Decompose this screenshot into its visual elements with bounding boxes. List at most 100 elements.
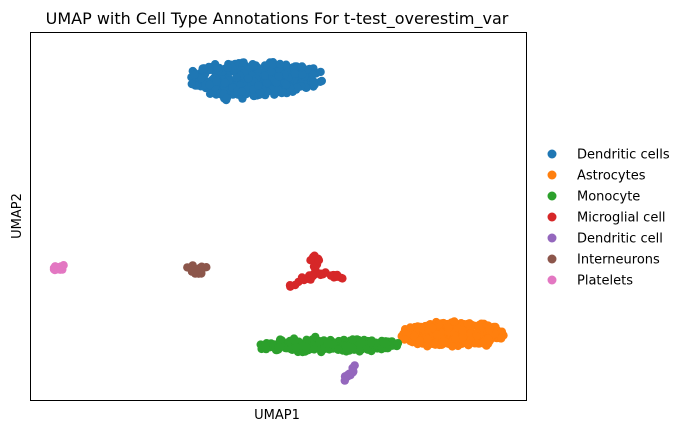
data-point	[310, 345, 319, 354]
data-point	[249, 62, 258, 71]
plot-frame	[30, 32, 527, 401]
data-point	[463, 339, 473, 349]
legend-marker	[547, 212, 557, 222]
data-point	[285, 281, 295, 290]
data-point	[308, 70, 318, 79]
legend-label: Platelets	[577, 274, 633, 289]
data-point	[393, 339, 403, 348]
legend-label: Monocyte	[577, 190, 640, 205]
data-point	[262, 79, 271, 88]
plot-area	[30, 32, 527, 401]
data-point	[195, 266, 205, 275]
legend-label: Dendritic cells	[577, 148, 670, 163]
data-point	[298, 70, 307, 79]
data-point	[415, 336, 424, 346]
data-point	[423, 334, 432, 344]
data-point	[205, 89, 215, 99]
points-layer	[49, 58, 508, 385]
data-point	[197, 74, 206, 83]
data-point	[270, 90, 279, 99]
legend-label: Astrocytes	[577, 169, 646, 184]
data-point	[306, 256, 315, 265]
data-point	[275, 336, 285, 345]
data-point	[190, 70, 199, 79]
data-point	[444, 323, 453, 332]
data-point	[451, 334, 460, 344]
data-point	[254, 81, 263, 90]
data-point	[450, 317, 459, 326]
data-point	[463, 319, 473, 329]
data-point	[333, 270, 342, 280]
data-point	[261, 344, 271, 354]
data-point	[308, 270, 317, 279]
data-point	[212, 77, 221, 86]
data-point	[223, 63, 232, 72]
series-dendritic-cells	[187, 58, 326, 105]
legend-marker	[547, 149, 557, 159]
data-point	[406, 323, 415, 332]
data-point	[316, 67, 325, 77]
data-point	[458, 326, 467, 335]
data-point	[290, 69, 300, 79]
data-point	[428, 323, 437, 333]
series-monocyte	[256, 332, 403, 357]
data-point	[275, 343, 284, 352]
data-point	[314, 256, 324, 265]
data-point	[260, 71, 269, 81]
data-point	[458, 332, 468, 342]
data-point	[309, 77, 318, 86]
series-platelets	[49, 261, 68, 275]
data-point	[381, 339, 390, 348]
data-point	[302, 335, 311, 344]
data-point	[439, 337, 448, 346]
data-point	[275, 59, 285, 69]
data-point	[266, 67, 276, 76]
y-axis-label: UMAP2	[10, 193, 25, 239]
data-point	[281, 80, 291, 90]
data-point	[311, 332, 320, 342]
data-point	[301, 342, 311, 352]
data-point	[448, 342, 457, 351]
data-point	[290, 336, 299, 345]
legend-label: Interneurons	[577, 253, 660, 268]
data-point	[220, 78, 230, 88]
data-point	[278, 88, 287, 97]
data-point	[232, 73, 241, 82]
data-point	[474, 321, 483, 331]
data-point	[237, 87, 247, 96]
data-point	[222, 93, 232, 103]
data-point	[340, 376, 349, 385]
series-dendritic-cell	[340, 361, 359, 385]
legend-marker	[547, 254, 557, 264]
data-point	[293, 83, 302, 93]
data-point	[199, 64, 209, 73]
data-point	[297, 273, 307, 282]
data-point	[274, 72, 284, 81]
data-point	[400, 335, 409, 344]
data-point	[497, 334, 506, 343]
chart-title: UMAP with Cell Type Annotations For t-te…	[46, 9, 509, 29]
data-point	[244, 74, 253, 83]
data-point	[187, 79, 196, 89]
data-point	[334, 345, 343, 354]
series-microglial-cell	[285, 251, 347, 291]
data-point	[249, 91, 258, 101]
legend-label: Dendritic cell	[577, 232, 663, 247]
legend-marker	[547, 233, 557, 243]
data-point	[323, 339, 333, 348]
x-axis-label: UMAP1	[254, 408, 300, 423]
data-point	[205, 80, 214, 90]
data-point	[348, 367, 358, 377]
legend-marker	[547, 170, 557, 180]
data-point	[431, 340, 440, 349]
data-point	[213, 63, 222, 73]
series-astrocytes	[397, 317, 508, 351]
data-point	[59, 261, 68, 270]
data-point	[316, 269, 325, 278]
data-point	[297, 62, 307, 72]
legend-label: Microglial cell	[577, 211, 666, 226]
data-point	[268, 59, 278, 69]
data-point	[348, 335, 357, 344]
data-point	[291, 343, 301, 352]
